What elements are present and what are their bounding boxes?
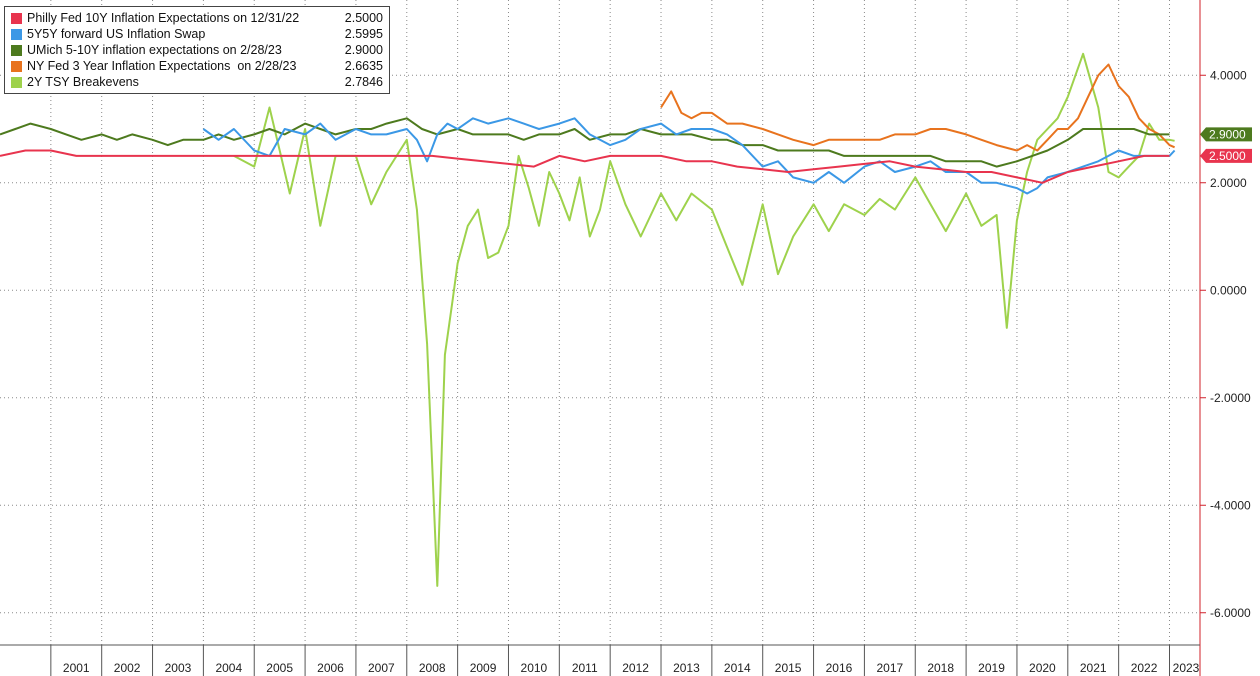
x-tick-label: 2001 <box>63 661 90 675</box>
grid <box>0 0 1200 645</box>
y-tick-label: -2.0000 <box>1210 391 1251 405</box>
end-value-tag: 2.9000 <box>1200 127 1252 142</box>
legend-entry: NY Fed 3 Year Inflation Expectations on … <box>11 58 383 74</box>
x-tick-label: 2011 <box>572 661 598 675</box>
x-tick-label: 2008 <box>419 661 446 675</box>
legend-entry: UMich 5-10Y inflation expectations on 2/… <box>11 42 383 58</box>
legend: Philly Fed 10Y Inflation Expectations on… <box>4 6 390 94</box>
x-tick-label: 2003 <box>165 661 192 675</box>
x-tick-label: 2020 <box>1029 661 1056 675</box>
x-tick-label: 2009 <box>470 661 497 675</box>
legend-series-name: UMich 5-10Y inflation expectations on 2/… <box>27 43 282 57</box>
series-end-labels: 2.9000 2.5000 <box>1200 127 1252 163</box>
x-tick-label: 2004 <box>215 661 242 675</box>
y-axis-ticks: 4.0000 2.0000 0.0000 -2.0000 -4.0000 -6.0000 <box>1200 68 1251 620</box>
legend-series-value: 2.7846 <box>344 75 383 89</box>
legend-entry: 2Y TSY Breakevens 2.7846 <box>11 74 383 90</box>
series-line <box>660 63 1175 152</box>
end-value-tag-bg <box>1200 127 1252 142</box>
legend-swatch <box>11 44 22 56</box>
legend-series-name: 5Y5Y forward US Inflation Swap <box>27 27 206 41</box>
x-tick-label: 2012 <box>622 661 649 675</box>
end-value-tag-text: 2.5000 <box>1209 149 1246 163</box>
legend-swatch <box>11 76 22 88</box>
series-line <box>0 117 1170 168</box>
y-tick-label: -6.0000 <box>1210 606 1251 620</box>
legend-series-value: 2.9000 <box>344 43 383 57</box>
x-tick-label: 2005 <box>266 661 293 675</box>
x-tick-label: 2023 <box>1173 661 1200 675</box>
x-tick-label: 2007 <box>368 661 395 675</box>
x-tick-label: 2019 <box>978 661 1005 675</box>
legend-swatch <box>11 60 22 72</box>
legend-swatch <box>11 12 22 24</box>
legend-entry: Philly Fed 10Y Inflation Expectations on… <box>11 10 383 26</box>
legend-series-value: 2.5000 <box>344 11 383 25</box>
y-tick-label: 2.0000 <box>1210 176 1247 190</box>
x-tick-label: 2006 <box>317 661 344 675</box>
legend-series-value: 2.6635 <box>344 59 383 73</box>
legend-swatch <box>11 28 22 40</box>
series-line <box>233 52 1175 587</box>
legend-series-name: NY Fed 3 Year Inflation Expectations on … <box>27 59 297 73</box>
series-line <box>202 117 1176 195</box>
x-tick-label: 2015 <box>775 661 802 675</box>
x-tick-label: 2017 <box>876 661 903 675</box>
end-value-tag: 2.5000 <box>1200 148 1252 163</box>
end-value-tag-text: 2.9000 <box>1209 127 1246 141</box>
x-tick-label: 2021 <box>1080 661 1107 675</box>
y-tick-label: -4.0000 <box>1210 498 1251 512</box>
x-tick-label: 2018 <box>927 661 954 675</box>
x-tick-label: 2013 <box>673 661 700 675</box>
end-value-tag-bg <box>1200 148 1252 163</box>
y-tick-label: 4.0000 <box>1210 68 1247 82</box>
series-line <box>0 149 1170 184</box>
legend-series-name: 2Y TSY Breakevens <box>27 75 139 89</box>
y-tick-label: 0.0000 <box>1210 283 1247 297</box>
x-tick-label: 2002 <box>114 661 141 675</box>
legend-entry: 5Y5Y forward US Inflation Swap 2.5995 <box>11 26 383 42</box>
legend-series-value: 2.5995 <box>344 27 383 41</box>
x-axis: 2001 2002 2003 2004 2005 2006 2007 2008 2009 2010… <box>0 644 1200 676</box>
x-tick-label: 2014 <box>724 661 751 675</box>
x-tick-label: 2022 <box>1131 661 1158 675</box>
x-tick-label: 2010 <box>521 661 548 675</box>
x-tick-label: 2016 <box>826 661 853 675</box>
legend-series-name: Philly Fed 10Y Inflation Expectations on… <box>27 11 300 25</box>
series-lines <box>0 52 1176 587</box>
